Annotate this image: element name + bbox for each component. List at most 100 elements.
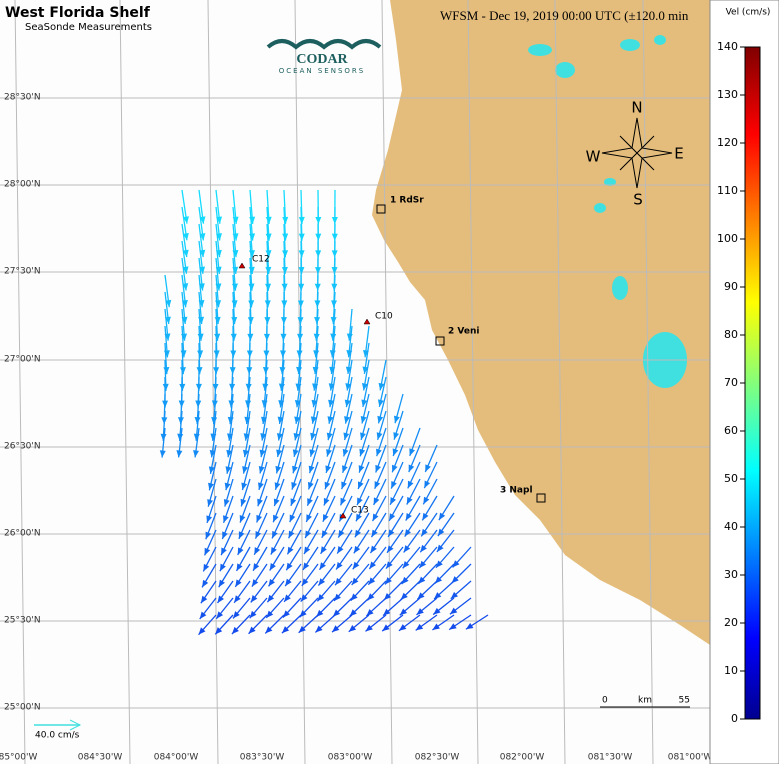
current-vector-head	[275, 465, 282, 474]
current-vector-head	[306, 514, 312, 522]
current-vector-head	[378, 382, 385, 391]
current-vector-head	[353, 545, 361, 554]
current-vector-head	[338, 530, 345, 538]
site-marker	[363, 318, 371, 325]
current-vector-head	[320, 546, 327, 554]
grid-line	[119, 0, 131, 764]
current-vector-head	[266, 610, 274, 618]
colorbar-tick-label: 30	[724, 568, 738, 581]
current-vector-head	[416, 608, 424, 615]
longitude-label: 081°00'W	[668, 753, 713, 763]
current-vector-head	[350, 593, 358, 601]
current-vector-head	[342, 465, 348, 473]
longitude-label: 081°30'W	[588, 753, 633, 763]
longitude-label: 082°00'W	[500, 753, 545, 763]
current-vector-head	[215, 627, 223, 635]
current-vector-head	[307, 498, 313, 506]
title: West Florida Shelf	[5, 5, 151, 21]
current-vector-head	[182, 249, 189, 258]
grid-line	[14, 0, 26, 764]
latitude-label: 27°30'N	[4, 267, 41, 277]
current-vector-head	[375, 464, 381, 473]
current-vector-head	[376, 448, 382, 457]
scale-label: 0	[602, 696, 608, 706]
current-vector-head	[276, 433, 283, 441]
current-vector-head	[374, 481, 381, 489]
current-vector-head	[341, 481, 347, 490]
current-vector-head	[219, 563, 226, 572]
current-vector-head	[377, 399, 384, 407]
compass-rose	[601, 117, 673, 189]
current-vector-head	[423, 496, 430, 505]
colorbar-tick-label: 50	[724, 472, 738, 485]
current-vector-head	[340, 497, 347, 506]
current-vector-head	[352, 561, 360, 570]
current-vector-head	[276, 449, 283, 457]
compass-label: S	[633, 191, 643, 209]
longitude-label: 083°30'W	[240, 753, 285, 763]
colorbar-tick-label: 10	[724, 664, 738, 677]
current-vector-head	[407, 480, 414, 489]
current-vector-head	[321, 530, 328, 538]
current-vector-head	[349, 609, 357, 617]
current-vector-head	[373, 497, 380, 505]
current-vector-head	[365, 624, 373, 632]
current-vector-head	[436, 544, 444, 552]
current-vector-head	[281, 626, 290, 634]
latitude-label: 28°00'N	[4, 180, 41, 190]
current-vector-head	[282, 233, 289, 241]
colorbar-tick-label: 110	[717, 184, 738, 197]
logo-waves	[266, 39, 382, 50]
current-vector-head	[366, 609, 374, 616]
current-vector-head	[305, 530, 312, 539]
current-vector-head	[294, 416, 301, 424]
current-vector-head	[324, 481, 331, 490]
compass-label: E	[674, 145, 683, 163]
station-label: 2 Veni	[448, 327, 479, 337]
current-vector-head	[284, 594, 291, 602]
current-vector-head	[217, 595, 224, 603]
current-vector-head	[421, 528, 428, 537]
current-vector-head	[198, 627, 206, 635]
current-vector-head	[392, 464, 398, 473]
current-vector-head	[420, 544, 427, 553]
current-vector-head	[388, 529, 395, 537]
land	[372, 0, 710, 645]
current-vector-head	[235, 579, 242, 587]
current-vector-head	[392, 448, 399, 457]
current-vector-head	[424, 480, 431, 489]
current-vector-head	[221, 547, 227, 556]
current-vector-head	[162, 383, 169, 391]
current-vector-head	[357, 481, 364, 489]
current-vector-head	[393, 415, 400, 424]
current-vector-head	[359, 448, 366, 457]
current-vector-head	[434, 592, 442, 600]
current-vector-head	[270, 546, 277, 555]
colorbar-tick-label: 90	[724, 280, 738, 293]
current-vector-head	[274, 482, 281, 490]
current-vector-head	[292, 465, 298, 474]
grid-line	[467, 0, 479, 764]
current-vector-head	[358, 465, 365, 473]
current-vector-head	[402, 561, 410, 569]
current-vector-head	[258, 466, 265, 474]
current-vector-head	[259, 449, 266, 458]
current-vector-head	[405, 513, 412, 521]
station-label: 1 RdSr	[390, 196, 424, 206]
current-vector-head	[250, 595, 258, 603]
current-vector-head	[383, 608, 391, 616]
current-vector-head	[449, 607, 458, 615]
current-vector-head	[322, 514, 329, 522]
current-vector-head	[376, 432, 383, 440]
current-vector-head	[304, 546, 311, 555]
current-vector-head	[307, 481, 314, 490]
site-label: C12	[252, 255, 270, 265]
current-vector-head	[179, 367, 186, 375]
compass-label: N	[631, 99, 642, 117]
current-vector-head	[302, 562, 310, 571]
current-vector-head	[354, 529, 362, 538]
current-vector-head	[269, 562, 276, 571]
longitude-label: 083°00'W	[328, 753, 373, 763]
current-vector-head	[452, 560, 460, 568]
